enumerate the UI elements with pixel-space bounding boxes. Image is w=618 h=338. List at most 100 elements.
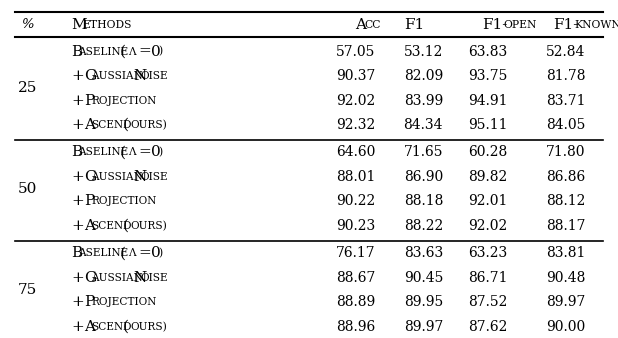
- Text: %: %: [22, 18, 34, 31]
- Text: 82.09: 82.09: [404, 69, 443, 83]
- Text: F1-: F1-: [553, 18, 578, 31]
- Text: ): ): [159, 46, 163, 57]
- Text: B: B: [71, 45, 82, 58]
- Text: 88.17: 88.17: [546, 219, 585, 233]
- Text: 83.81: 83.81: [546, 246, 585, 261]
- Text: SCEND: SCEND: [91, 120, 132, 130]
- Text: (: (: [120, 246, 126, 261]
- Text: 86.71: 86.71: [468, 271, 508, 285]
- Text: SCEND: SCEND: [91, 322, 132, 332]
- Text: 92.32: 92.32: [336, 118, 375, 132]
- Text: (: (: [123, 118, 129, 132]
- Text: A: A: [84, 219, 95, 233]
- Text: 0: 0: [151, 45, 161, 58]
- Text: KNOWN: KNOWN: [574, 20, 618, 29]
- Text: =: =: [138, 246, 151, 261]
- Text: 88.12: 88.12: [546, 194, 585, 209]
- Text: 90.22: 90.22: [336, 194, 375, 209]
- Text: 83.71: 83.71: [546, 94, 585, 107]
- Text: B: B: [71, 246, 82, 261]
- Text: 88.89: 88.89: [336, 295, 375, 310]
- Text: G: G: [84, 170, 96, 184]
- Text: AUSSIAN: AUSSIAN: [91, 71, 143, 81]
- Text: 60.28: 60.28: [468, 145, 508, 160]
- Text: P: P: [84, 194, 94, 209]
- Text: M: M: [71, 18, 87, 31]
- Text: 92.02: 92.02: [336, 94, 375, 107]
- Text: ROJECTION: ROJECTION: [91, 297, 157, 308]
- Text: 90.00: 90.00: [546, 320, 585, 334]
- Text: Λ: Λ: [128, 248, 135, 259]
- Text: 63.23: 63.23: [468, 246, 508, 261]
- Text: =: =: [138, 45, 151, 58]
- Text: ASELINE: ASELINE: [78, 47, 129, 56]
- Text: Λ: Λ: [128, 47, 135, 56]
- Text: (: (: [120, 45, 126, 58]
- Text: 89.95: 89.95: [404, 295, 443, 310]
- Text: ROJECTION: ROJECTION: [91, 96, 157, 105]
- Text: Λ: Λ: [128, 147, 135, 158]
- Text: 52.84: 52.84: [546, 45, 585, 58]
- Text: +: +: [71, 320, 84, 334]
- Text: 84.05: 84.05: [546, 118, 585, 132]
- Text: 92.02: 92.02: [468, 219, 508, 233]
- Text: 83.63: 83.63: [404, 246, 443, 261]
- Text: +: +: [71, 271, 84, 285]
- Text: A: A: [355, 18, 366, 31]
- Text: AUSSIAN: AUSSIAN: [91, 172, 143, 182]
- Text: 64.60: 64.60: [336, 145, 375, 160]
- Text: 50: 50: [18, 182, 38, 196]
- Text: 71.65: 71.65: [404, 145, 443, 160]
- Text: 90.45: 90.45: [404, 271, 443, 285]
- Text: 87.52: 87.52: [468, 295, 508, 310]
- Text: +: +: [71, 94, 84, 107]
- Text: OISE: OISE: [140, 71, 168, 81]
- Text: ): ): [159, 248, 163, 259]
- Text: +: +: [71, 170, 84, 184]
- Text: OURS): OURS): [130, 322, 167, 332]
- Text: A: A: [84, 320, 95, 334]
- Text: 63.83: 63.83: [468, 45, 508, 58]
- Text: 25: 25: [18, 81, 38, 95]
- Text: 86.86: 86.86: [546, 170, 585, 184]
- Text: 90.23: 90.23: [336, 219, 375, 233]
- Text: 88.67: 88.67: [336, 271, 375, 285]
- Text: 88.01: 88.01: [336, 170, 375, 184]
- Text: F1: F1: [404, 18, 424, 31]
- Text: ASELINE: ASELINE: [78, 147, 129, 158]
- Text: (: (: [120, 145, 126, 160]
- Text: 76.17: 76.17: [336, 246, 375, 261]
- Text: OURS): OURS): [130, 120, 167, 130]
- Text: P: P: [84, 94, 94, 107]
- Text: 95.11: 95.11: [468, 118, 508, 132]
- Text: 88.96: 88.96: [336, 320, 375, 334]
- Text: +: +: [71, 295, 84, 310]
- Text: =: =: [138, 145, 151, 160]
- Text: G: G: [84, 69, 96, 83]
- Text: 90.48: 90.48: [546, 271, 585, 285]
- Text: SCEND: SCEND: [91, 221, 132, 231]
- Text: +: +: [71, 219, 84, 233]
- Text: OISE: OISE: [140, 172, 168, 182]
- Text: 83.99: 83.99: [404, 94, 443, 107]
- Text: P: P: [84, 295, 94, 310]
- Text: 0: 0: [151, 246, 161, 261]
- Text: N: N: [133, 170, 146, 184]
- Text: 0: 0: [151, 145, 161, 160]
- Text: 86.90: 86.90: [404, 170, 443, 184]
- Text: 75: 75: [18, 283, 38, 297]
- Text: OPEN: OPEN: [503, 20, 536, 29]
- Text: ETHODS: ETHODS: [82, 20, 132, 29]
- Text: 88.22: 88.22: [404, 219, 443, 233]
- Text: CC: CC: [365, 20, 381, 29]
- Text: 90.37: 90.37: [336, 69, 375, 83]
- Text: 53.12: 53.12: [404, 45, 443, 58]
- Text: ROJECTION: ROJECTION: [91, 196, 157, 207]
- Text: 87.62: 87.62: [468, 320, 508, 334]
- Text: OISE: OISE: [140, 273, 168, 283]
- Text: 93.75: 93.75: [468, 69, 508, 83]
- Text: 92.01: 92.01: [468, 194, 508, 209]
- Text: +: +: [71, 69, 84, 83]
- Text: A: A: [84, 118, 95, 132]
- Text: 89.82: 89.82: [468, 170, 508, 184]
